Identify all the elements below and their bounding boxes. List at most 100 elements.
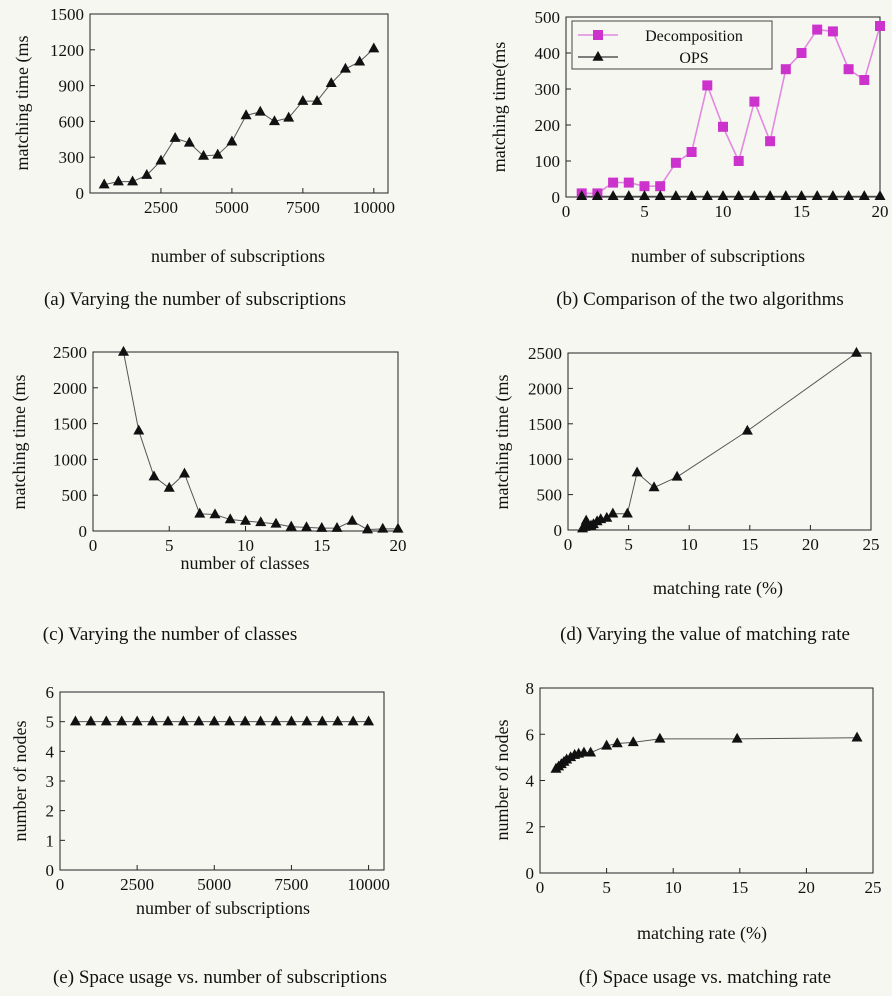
- x-tick-label: 20: [802, 535, 819, 554]
- y-tick-label: 3: [46, 772, 55, 791]
- legend-box: [571, 20, 773, 70]
- data-point: [655, 181, 666, 192]
- data-point: [812, 24, 823, 35]
- legend: Decomposition OPS: [571, 20, 773, 70]
- y-tick-label: 0: [526, 864, 535, 883]
- y-tick-label: 300: [535, 80, 561, 99]
- x-tick-label: 0: [564, 535, 573, 554]
- chart-c: 0 500 1000 1500 2000 2500 0 5 10 15 20 number of cl…: [9, 343, 407, 645]
- x-axis-label: matching rate (%): [637, 923, 767, 944]
- data-point: [702, 80, 713, 91]
- y-tick-label: 500: [537, 486, 563, 505]
- chart-e: 0 1 2 3 4 5 6 0 2500 5000 7500 10000 number of subsc…: [10, 683, 390, 988]
- data-point: [874, 190, 886, 201]
- x-tick-label: 0: [56, 875, 65, 894]
- data-point: [601, 739, 613, 750]
- data-point: [780, 64, 791, 75]
- chart-d: 0 500 1000 1500 2000 2500 0 5 10 15 20 25 matching r…: [492, 344, 880, 645]
- y-tick-label: 0: [79, 522, 88, 541]
- plot-frame: [539, 687, 874, 874]
- x-tick-label: 10000: [353, 198, 396, 217]
- data-point: [131, 715, 143, 726]
- data-point: [208, 715, 220, 726]
- data-point: [749, 96, 760, 107]
- x-axis-label: number of classes: [181, 553, 310, 573]
- x-tick-label: 10: [715, 202, 732, 221]
- data-point: [731, 732, 743, 743]
- y-tick-label: 2: [526, 818, 535, 837]
- chart-b: 0 100 200 300 400 500 0 5 10 15 20 number of subscr…: [489, 8, 889, 310]
- y-tick-label: 1500: [53, 415, 87, 434]
- data-point: [639, 190, 650, 201]
- data-point: [686, 190, 698, 201]
- data-point: [718, 121, 728, 132]
- data-point: [576, 190, 588, 201]
- y-axis-label: matching time (ms: [9, 375, 30, 510]
- data-point: [346, 514, 358, 525]
- y-tick-label: 500: [62, 486, 88, 505]
- y-tick-label: 100: [535, 152, 561, 171]
- y-tick-label: 0: [76, 184, 85, 203]
- y-tick-label: 0: [46, 861, 55, 880]
- data-point: [875, 21, 885, 31]
- x-tick-label: 15: [731, 878, 748, 897]
- data-point: [331, 521, 343, 532]
- y-tick-label: 2000: [53, 379, 87, 398]
- data-point: [301, 521, 312, 532]
- data-point: [670, 190, 682, 201]
- data-point: [639, 181, 650, 192]
- x-tick-label: 20: [798, 878, 815, 897]
- data-point: [362, 523, 373, 534]
- data-point: [627, 736, 639, 747]
- x-tick-label: 10: [665, 878, 682, 897]
- x-axis-label: matching rate (%): [653, 578, 783, 599]
- series-line: [582, 352, 857, 530]
- data-point: [717, 190, 729, 201]
- data-point: [765, 136, 776, 147]
- data-point: [623, 177, 634, 188]
- chart-a: 0 300 600 900 1200 1500 2500 5000 7500 10000 numbe…: [12, 5, 395, 310]
- series-line: [123, 351, 398, 531]
- data-point: [631, 466, 643, 477]
- x-axis-label: number of subscriptions: [136, 898, 310, 918]
- data-point: [671, 470, 683, 481]
- legend-marker: [593, 30, 603, 40]
- x-tick-label: 7500: [286, 198, 320, 217]
- data-point: [311, 94, 323, 105]
- y-tick-label: 0: [552, 188, 561, 207]
- caption: (c) Varying the number of classes: [43, 624, 298, 645]
- data-point: [623, 190, 635, 201]
- data-point: [347, 715, 359, 726]
- y-tick-label: 2500: [53, 343, 87, 362]
- x-axis-label: number of subscriptions: [631, 246, 805, 266]
- y-tick-label: 6: [46, 683, 55, 702]
- data-point: [162, 715, 174, 726]
- data-point: [850, 346, 862, 357]
- x-tick-label: 0: [562, 202, 571, 221]
- x-tick-label: 5: [165, 536, 174, 555]
- y-tick-label: 0: [554, 521, 563, 540]
- x-tick-label: 15: [313, 536, 330, 555]
- plot-frame: [567, 352, 872, 531]
- data-point: [686, 147, 697, 157]
- data-point: [177, 715, 189, 726]
- data-point: [607, 507, 619, 518]
- data-point: [670, 157, 681, 168]
- data-point: [621, 507, 633, 518]
- data-point: [701, 190, 713, 201]
- legend-marker: [592, 50, 604, 61]
- y-axis-label: number of nodes: [10, 721, 30, 842]
- plot-frame: [92, 351, 399, 532]
- legend-label: OPS: [679, 50, 708, 67]
- x-tick-label: 5000: [215, 198, 249, 217]
- data-point: [283, 111, 295, 122]
- y-tick-label: 5: [46, 713, 55, 732]
- data-point: [332, 715, 344, 726]
- data-point: [226, 135, 238, 146]
- y-tick-label: 6: [526, 725, 535, 744]
- x-tick-label: 25: [865, 878, 882, 897]
- caption: (e) Space usage vs. number of subscripti…: [53, 967, 387, 988]
- y-tick-label: 1500: [528, 415, 562, 434]
- data-point: [141, 168, 153, 179]
